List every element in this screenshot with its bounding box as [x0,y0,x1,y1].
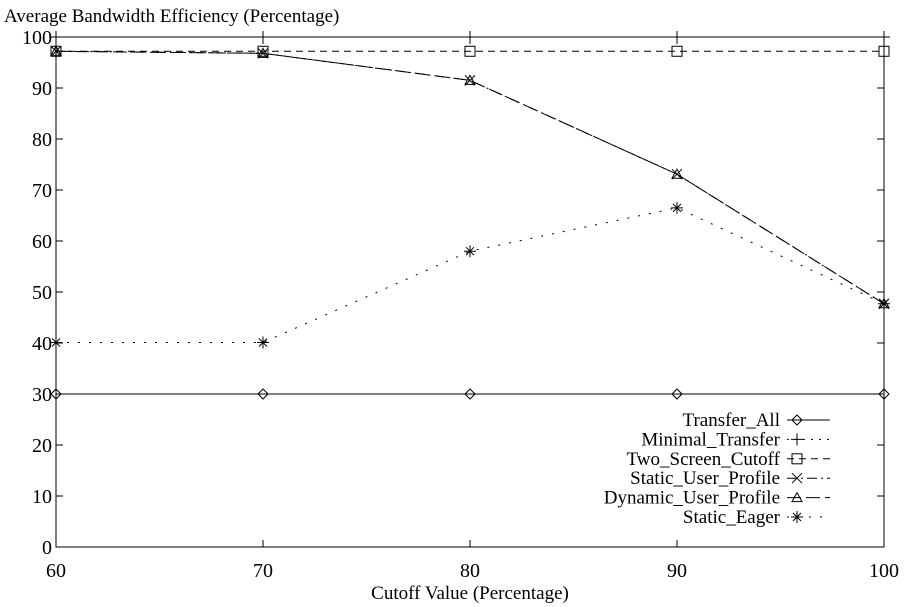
data-point [878,45,890,57]
y-tick-label: 70 [32,180,52,202]
data-point [50,31,62,43]
data-point [50,45,62,56]
y-tick-label: 0 [42,537,52,559]
data-point [878,31,890,43]
legend-marker [791,491,803,503]
series-layer [50,31,890,400]
y-axis: 0 10 20 30 40 50 60 70 80 90 100 [22,27,884,559]
data-point [257,388,269,400]
x-tick-label: 70 [253,560,273,582]
data-point [671,201,683,214]
series-line [56,207,885,343]
legend: Transfer_AllMinimal_TransferTwo_Screen_C… [604,410,830,528]
legend-label: Minimal_Transfer [641,429,780,450]
series-minimal-transfer [50,31,890,43]
x-tick-label: 80 [460,560,480,582]
y-tick-label: 90 [32,78,52,100]
data-point [50,388,62,400]
data-point [464,388,476,400]
legend-marker [791,472,803,484]
data-point [878,297,890,310]
data-point [878,388,890,400]
legend-label: Dynamic_User_Profile [604,488,780,509]
data-point [464,45,476,57]
y-tick-label: 80 [32,129,52,151]
data-point [50,336,62,349]
data-point [257,336,269,349]
legend-marker [791,453,803,465]
data-point [257,31,269,43]
y-tick-label: 10 [32,486,52,508]
y-tick-label: 30 [32,384,52,406]
data-point [464,74,476,85]
series-line [55,50,885,305]
legend-label: Static_User_Profile [630,468,780,489]
data-point [464,74,476,86]
x-axis: 60 70 80 90 100 [46,37,899,582]
series-line [55,50,885,305]
data-point [464,245,476,258]
data-point [257,47,269,58]
data-point [257,47,269,59]
legend-marker [791,433,803,446]
data-point [671,45,683,57]
y-tick-label: 40 [32,333,52,355]
series-dynamic-user-profile [50,45,890,309]
series-static-user-profile [50,45,890,310]
data-point [671,388,683,400]
x-tick-label: 100 [869,560,899,582]
legend-label: Transfer_All [683,410,780,431]
y-tick-label: 50 [32,282,52,304]
series-transfer-all [50,388,890,400]
data-point [671,168,683,179]
data-point [671,168,683,180]
legend-label: Static_Eager [683,507,781,528]
y-tick-label: 20 [32,435,52,457]
series-static-eager [50,201,890,349]
series-two-screen-cutoff [50,45,890,57]
x-axis-title: Cutoff Value (Percentage) [371,583,569,604]
x-tick-label: 60 [46,560,66,582]
y-tick-label: 60 [32,231,52,253]
legend-marker [791,511,803,523]
data-point [464,31,476,43]
legend-label: Two_Screen_Cutoff [627,449,781,470]
y-tick-label: 100 [22,27,52,49]
data-point [257,45,269,57]
data-point [671,31,683,43]
x-tick-label: 90 [667,560,687,582]
chart-title: Average Bandwidth Efficiency (Percentage… [4,6,339,27]
legend-marker [791,414,803,426]
